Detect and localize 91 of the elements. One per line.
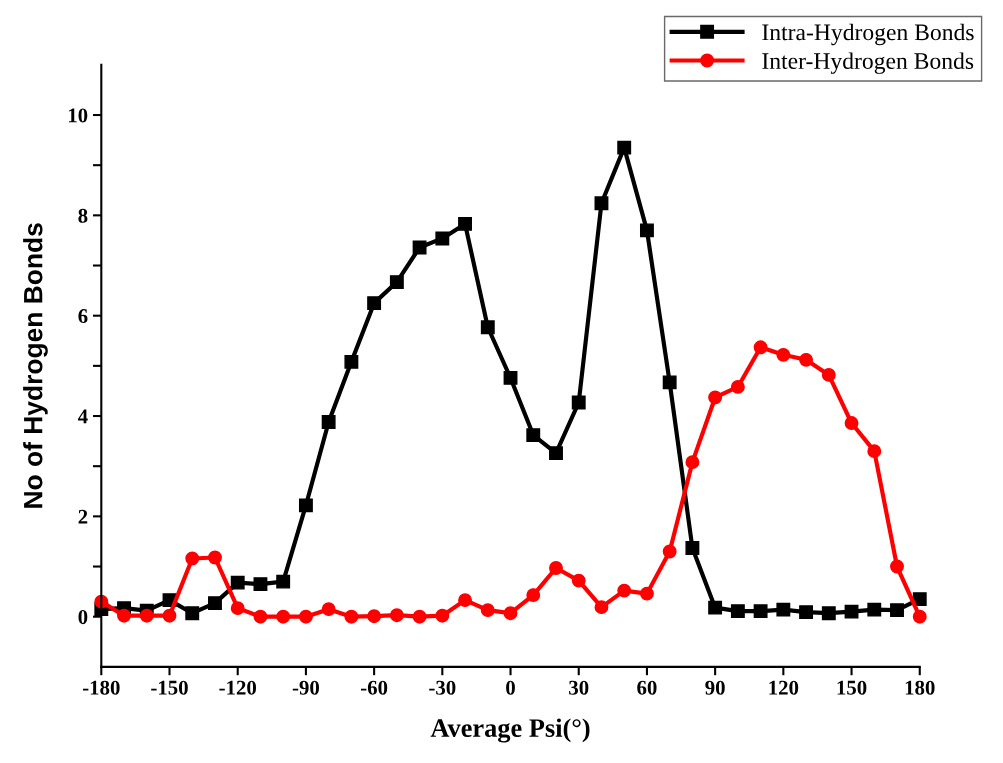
point (162, 608, 177, 623)
point (435, 608, 450, 623)
x-tick-label: 30 (569, 680, 589, 695)
point (367, 296, 382, 311)
point (276, 574, 291, 589)
x-tick-label: 180 (905, 680, 935, 695)
point (594, 196, 609, 211)
x-tick-label: -30 (429, 680, 456, 695)
point (321, 415, 336, 429)
point (480, 603, 495, 618)
point (549, 561, 563, 575)
point (867, 602, 882, 617)
point (753, 604, 768, 619)
point (526, 428, 541, 443)
point (799, 352, 814, 367)
point (594, 600, 609, 615)
point (799, 605, 814, 620)
point (639, 586, 654, 601)
y-tick-label: 10 (68, 108, 88, 123)
x-tick-label: 60 (637, 680, 657, 695)
point (685, 541, 700, 555)
point (389, 275, 404, 290)
x-tick-label: 0 (506, 680, 515, 695)
point (708, 390, 723, 405)
x-tick-label: 120 (769, 680, 799, 695)
point (844, 416, 859, 430)
point (617, 583, 632, 598)
point (571, 395, 586, 410)
point (867, 444, 882, 459)
point (571, 573, 586, 588)
point (639, 223, 654, 238)
point (230, 575, 245, 590)
point (730, 379, 745, 394)
point (821, 606, 836, 621)
point (890, 559, 904, 574)
point (685, 455, 700, 470)
y-axis-title: No of Hydrogen Bonds (23, 223, 48, 508)
y-tick-label: 8 (78, 208, 88, 223)
point (503, 370, 518, 385)
point (549, 446, 563, 461)
y-tick-label: 2 (78, 509, 88, 524)
x-axis-title: Average Psi(°) (430, 718, 590, 743)
point (412, 240, 427, 255)
legend-label: Intra-Hydrogen Bonds (762, 23, 974, 46)
point (776, 602, 791, 617)
point (708, 600, 723, 615)
point (298, 498, 313, 513)
point (912, 609, 927, 624)
point (435, 231, 450, 246)
point (276, 609, 291, 624)
y-tick-label: 6 (78, 309, 88, 324)
point (753, 340, 768, 355)
x-tick-label: -90 (292, 680, 320, 695)
y-tick-label: 4 (77, 409, 88, 424)
point (298, 609, 313, 624)
x-tick-label: 90 (705, 680, 725, 695)
point (117, 608, 131, 623)
x-tick-label: -180 (82, 680, 120, 695)
x-tick-label: -60 (361, 680, 388, 695)
point (480, 320, 495, 335)
point (458, 593, 473, 608)
point (208, 550, 222, 565)
point (185, 551, 200, 566)
point (412, 609, 427, 624)
point (730, 604, 745, 619)
point (389, 608, 404, 623)
point (253, 577, 268, 592)
point (662, 544, 677, 559)
x-tick-label: -120 (219, 680, 257, 695)
point (617, 140, 632, 155)
point (344, 354, 359, 369)
x-tick-label: 150 (837, 680, 867, 695)
point (344, 609, 359, 624)
point (208, 596, 222, 611)
point (821, 367, 836, 382)
y-tick-label: 0 (78, 610, 88, 625)
point (526, 588, 541, 603)
point (503, 606, 518, 621)
point (253, 609, 268, 624)
legend-label: Inter-Hydrogen Bonds (762, 52, 974, 74)
point (321, 602, 336, 617)
point (367, 609, 382, 624)
point (844, 604, 859, 619)
point (230, 601, 245, 616)
point (458, 216, 473, 231)
point (890, 603, 904, 618)
point (139, 608, 154, 623)
point (776, 347, 791, 362)
point (185, 606, 200, 621)
point (662, 375, 677, 390)
x-tick-label: -150 (151, 680, 188, 695)
